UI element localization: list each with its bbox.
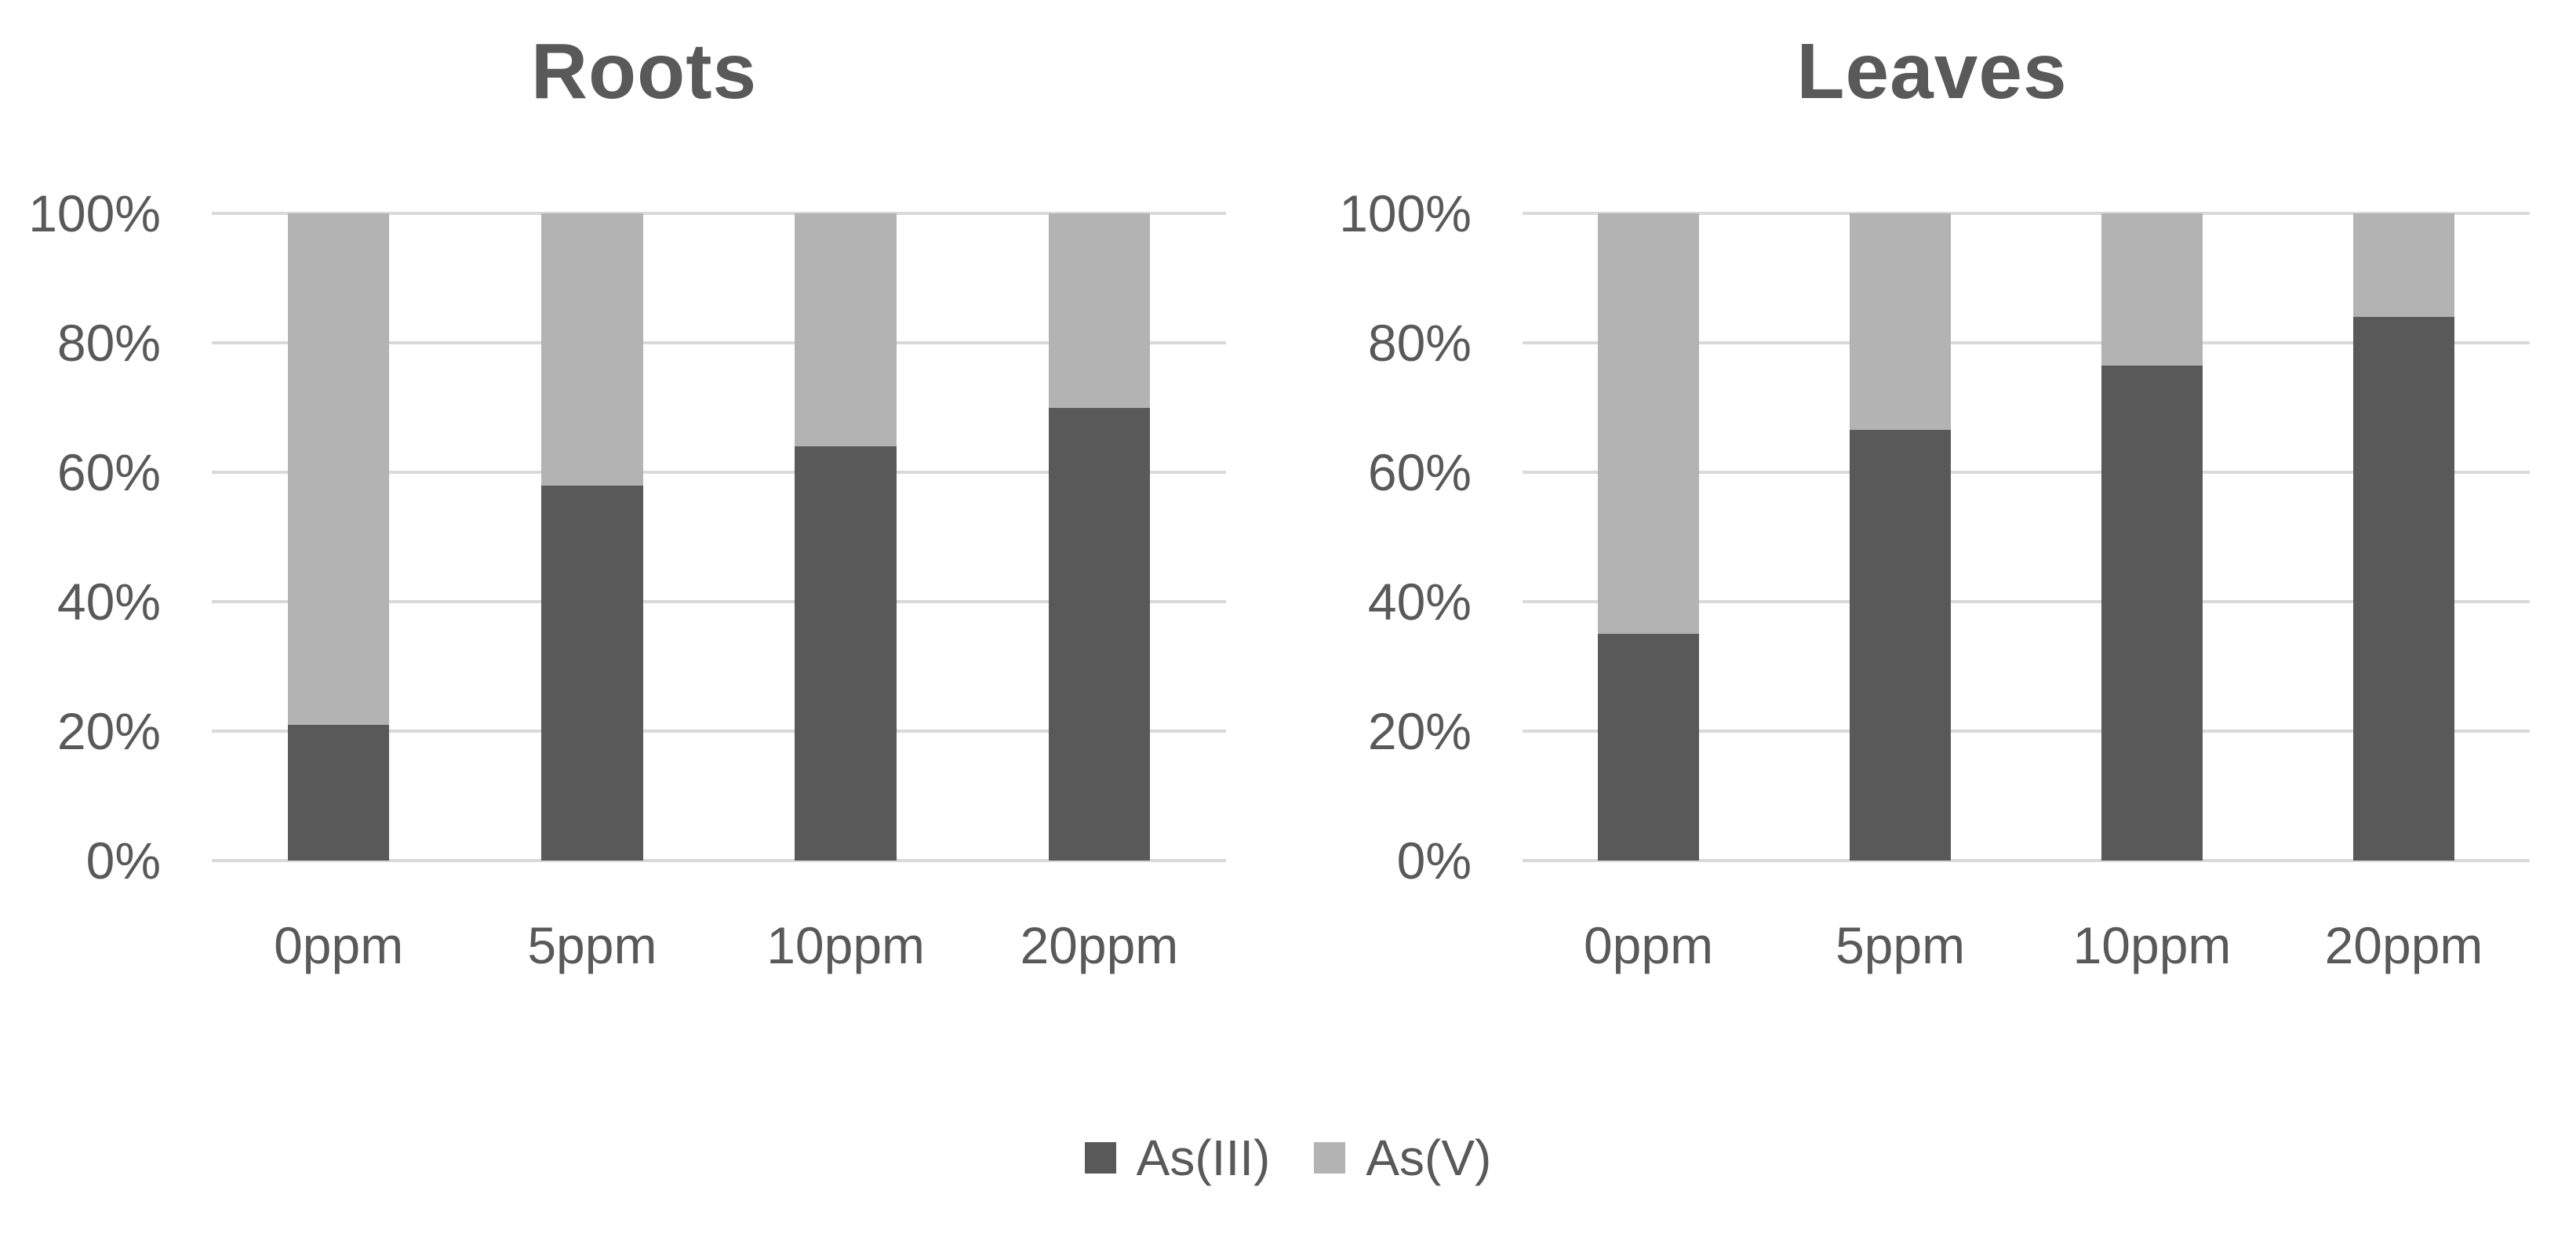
bar-segment-As(V)-0ppm [1598,213,1699,635]
bar-segment-As(III)-10ppm [795,446,897,861]
legend-label-asIII: As(III) [1136,1130,1271,1186]
bar-segment-As(III)-0ppm [1598,634,1699,861]
y-tick-label: 20% [1367,702,1472,760]
category-slot-10ppm [719,213,973,861]
bar-segment-As(V)-5ppm [1850,213,1951,431]
bar-segment-As(V)-10ppm [2101,213,2203,366]
stacked-bar-0ppm [287,213,390,861]
y-tick-label: 60% [1367,443,1472,501]
chart-leaves: Leaves 0% 20% 40% 60% 80% 100% 0ppm 5ppm 10ppm 20… [1288,0,2576,1241]
gridline [212,730,1226,733]
category-slot-0ppm [1523,213,1774,861]
stacked-bar-10ppm [2101,213,2203,861]
bar-segment-As(III)-10ppm [2101,365,2203,861]
legend-item-asIII: As(III) [1084,1130,1271,1186]
category-slot-5ppm [1774,213,2026,861]
y-tick-label: 100% [28,184,161,242]
gridline [1523,600,2530,603]
x-tick-label-5ppm: 5ppm [1835,916,1966,974]
chart-roots: Roots 0% 20% 40% 60% 80% 100% 0ppm 5ppm 10ppm 20p… [28,27,1226,971]
bar-segment-As(III)-20ppm [2353,317,2454,861]
y-tick-label: 100% [1339,184,1472,242]
legend-label-asV: As(V) [1366,1130,1492,1186]
x-tick-label-0ppm: 0ppm [274,916,404,974]
y-tick-label: 0% [1396,832,1472,890]
gridline [1523,471,2530,474]
y-tick-label: 80% [56,314,161,372]
x-tick-label-10ppm: 10ppm [766,916,926,974]
gridline [212,859,1226,862]
gridline [212,471,1226,474]
x-tick-label-10ppm: 10ppm [2072,916,2232,974]
stacked-bar-10ppm [795,213,897,861]
y-tick-label: 60% [56,443,161,501]
category-slot-20ppm [973,213,1226,861]
plot-area-leaves: 0% 20% 40% 60% 80% 100% 0ppm 5ppm 10ppm 20ppm [1339,187,2530,971]
y-tick-label: 80% [1367,314,1472,372]
stacked-bar-5ppm [541,213,643,861]
x-tick-label-5ppm: 5ppm [527,916,657,974]
chart-title-leaves: Leaves [1796,27,2068,115]
y-tick-label: 20% [56,702,161,760]
gridline [212,341,1226,344]
category-slot-0ppm [212,213,465,861]
gridline [1523,212,2530,215]
legend: As(III) As(V) [0,1133,2576,1183]
bar-segment-As(III)-0ppm [287,724,390,861]
category-slot-5ppm [465,213,719,861]
bars-layer [1523,213,2530,861]
stacked-bar-20ppm [2353,213,2454,861]
stacked-bar-0ppm [1598,213,1699,861]
y-tick-label: 40% [1367,573,1472,631]
category-slot-20ppm [2278,213,2530,861]
bar-segment-As(V)-0ppm [287,213,390,725]
gridline [1523,341,2530,344]
bars-layer [212,213,1226,861]
legend-swatch-asIII-icon [1084,1142,1116,1174]
gridline [1523,859,2530,862]
bar-segment-As(V)-5ppm [541,213,643,486]
x-tick-label-20ppm: 20ppm [2324,916,2483,974]
plot-area-roots: 0% 20% 40% 60% 80% 100% 0ppm 5ppm 10ppm 20ppm [28,187,1226,971]
bar-segment-As(III)-5ppm [541,485,643,861]
bar-segment-As(V)-10ppm [795,213,897,446]
gridline [212,212,1226,215]
stacked-bar-20ppm [1048,213,1151,861]
x-tick-label-0ppm: 0ppm [1583,916,1714,974]
stacked-bar-5ppm [1850,213,1951,861]
gridline [1523,730,2530,733]
bar-segment-As(V)-20ppm [1048,213,1151,408]
bar-segment-As(V)-20ppm [2353,213,2454,317]
chart-title-roots: Roots [530,27,758,115]
x-tick-label-20ppm: 20ppm [1020,916,1179,974]
gridline [212,600,1226,603]
category-slot-10ppm [2026,213,2278,861]
legend-item-asV: As(V) [1314,1133,1491,1183]
bar-segment-As(III)-20ppm [1048,407,1151,861]
bar-segment-As(III)-5ppm [1850,430,1951,861]
y-tick-label: 0% [86,832,161,890]
y-tick-label: 40% [56,573,161,631]
legend-swatch-asV-icon [1314,1142,1346,1174]
